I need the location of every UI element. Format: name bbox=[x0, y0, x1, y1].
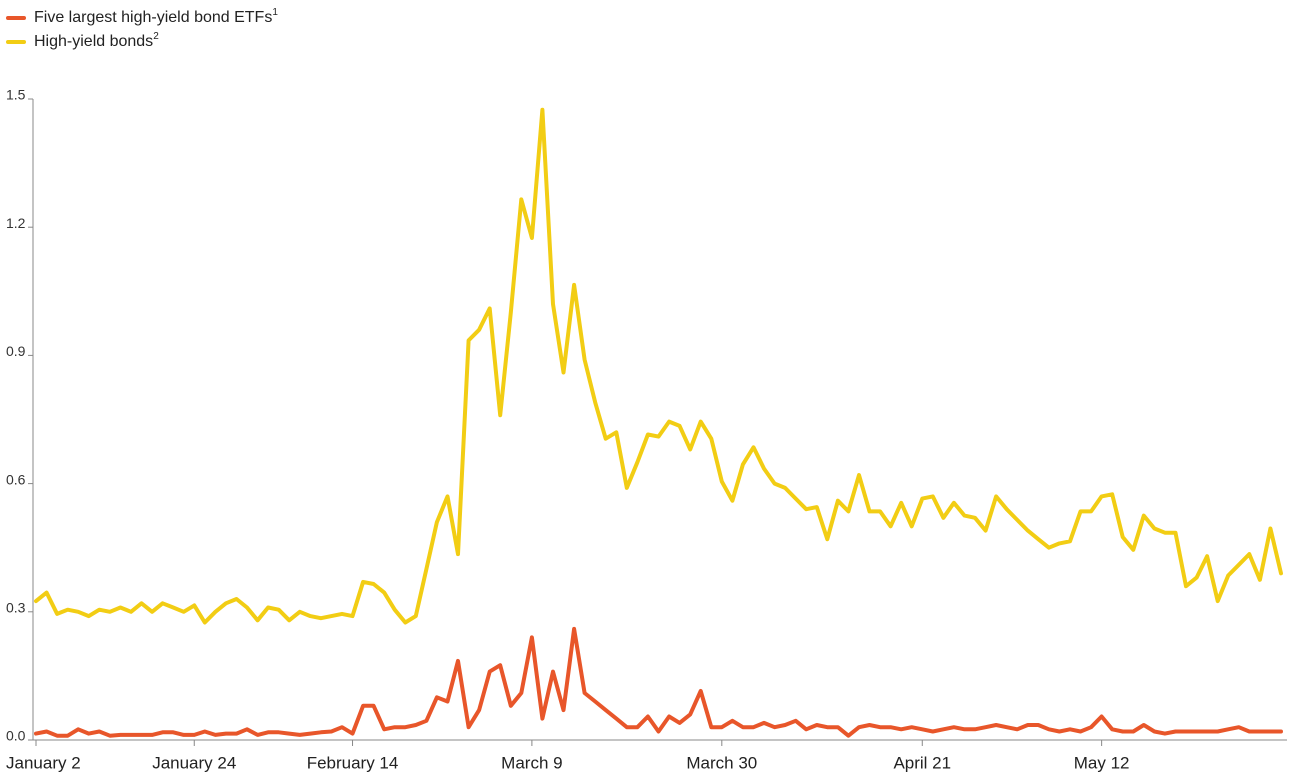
x-tick-label: February 14 bbox=[307, 753, 399, 772]
legend-label: High-yield bonds2 bbox=[34, 31, 159, 51]
y-tick-label: 0.9 bbox=[6, 343, 26, 359]
y-tick-label: 0.3 bbox=[6, 600, 26, 616]
x-tick-label: March 9 bbox=[501, 753, 562, 772]
x-tick-label: January 2 bbox=[6, 753, 81, 772]
x-tick-label: April 21 bbox=[893, 753, 951, 772]
legend-label: Five largest high-yield bond ETFs1 bbox=[34, 7, 278, 27]
y-tick-label: 0.0 bbox=[6, 728, 26, 744]
legend-name: High-yield bonds bbox=[34, 33, 153, 50]
series-line bbox=[34, 107, 1283, 625]
y-tick-label: 1.5 bbox=[6, 87, 26, 103]
x-tick-label: January 24 bbox=[152, 753, 236, 772]
legend-note: 1 bbox=[272, 7, 278, 18]
y-tick-label: 0.6 bbox=[6, 471, 26, 487]
legend-name: Five largest high-yield bond ETFs bbox=[34, 9, 272, 26]
x-tick-label: March 30 bbox=[686, 753, 757, 772]
series-line bbox=[34, 626, 1283, 738]
y-tick-label: 1.2 bbox=[6, 215, 26, 231]
x-tick-label: May 12 bbox=[1074, 753, 1130, 772]
legend-note: 2 bbox=[153, 31, 159, 42]
